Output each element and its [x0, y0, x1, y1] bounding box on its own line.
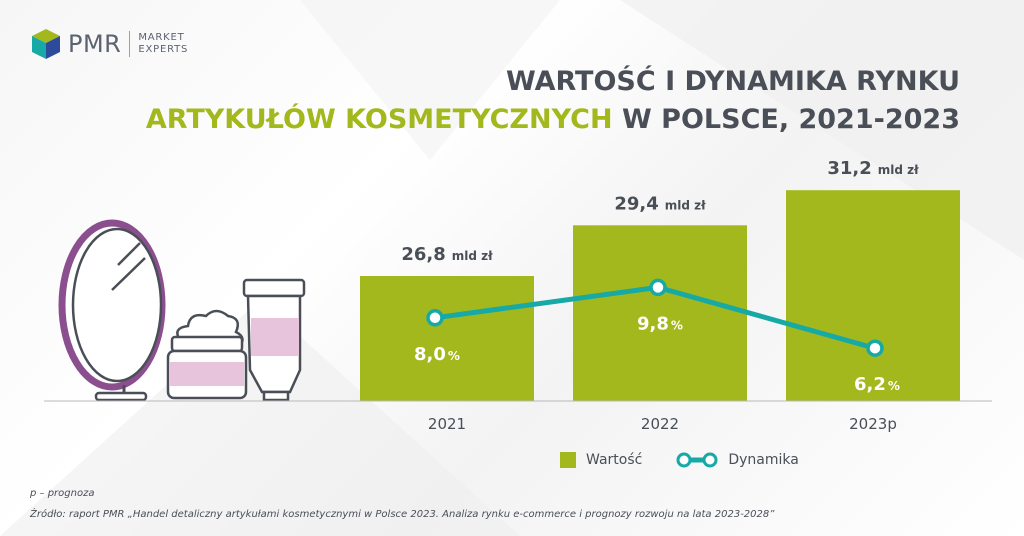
legend: Wartość Dynamika [560, 452, 799, 468]
title-rest: W POLSCE, 2021-2023 [622, 104, 960, 135]
dynamika-point-2022 [649, 278, 667, 297]
pmr-logo: PMR MARKET EXPERTS [30, 28, 188, 60]
bar-2021 [360, 276, 534, 401]
logo-tagline-line2: EXPERTS [138, 44, 189, 55]
footnote-source: Źródło: raport PMR „Handel detaliczny ar… [30, 509, 775, 520]
bar-value-label-2022: 29,4 mld zł [614, 193, 706, 214]
title-line1: WARTOŚĆ I DYNAMIKA RYNKU [506, 66, 960, 97]
logo-divider [129, 31, 131, 57]
legend-swatch-wartosc [560, 452, 576, 468]
pmr-logo-icon [32, 29, 60, 59]
line-layer [426, 278, 884, 357]
logo-brand: PMR [68, 30, 122, 58]
mirror-icon [58, 219, 166, 402]
title-line2: ARTYKUŁÓW KOSMETYCZNYCH W POLSCE, 2021-2… [146, 104, 960, 135]
bar-2023p [786, 190, 960, 401]
legend-swatch-dynamika [676, 452, 718, 468]
dynamika-point-2023p [866, 339, 884, 357]
dynamika-label-2021: 8,0% [414, 344, 460, 365]
logo-tagline-line1: MARKET [138, 32, 185, 43]
legend-label-dynamika: Dynamika [728, 452, 799, 468]
bar-value-label-2023p: 31,2 mld zł [827, 158, 919, 179]
cream-jar-icon [166, 309, 248, 400]
footnote-prognosis: p – prognoza [30, 488, 95, 499]
x-tick-label-2022: 2022 [641, 415, 679, 433]
bar-2022 [573, 225, 747, 401]
x-tick-label-2021: 2021 [428, 415, 466, 433]
dynamika-point-2021 [426, 309, 444, 327]
cosmetic-tube-icon [242, 278, 306, 402]
x-tick-label-2023p: 2023p [849, 415, 897, 433]
dynamika-label-2023p: 6,2% [854, 374, 900, 395]
logo-tagline: MARKET EXPERTS [138, 32, 188, 56]
labels-layer: 26,8 mld zł 2021 29,4 mld zł 2022 31,2 mld zł 20… [401, 158, 919, 433]
title-accent: ARTYKUŁÓW KOSMETYCZNYCH [145, 104, 613, 135]
legend-label-wartosc: Wartość [586, 452, 643, 468]
bars-layer [360, 190, 960, 401]
dynamika-label-2022: 9,8% [637, 313, 683, 334]
bar-value-label-2021: 26,8 mld zł [401, 244, 493, 265]
